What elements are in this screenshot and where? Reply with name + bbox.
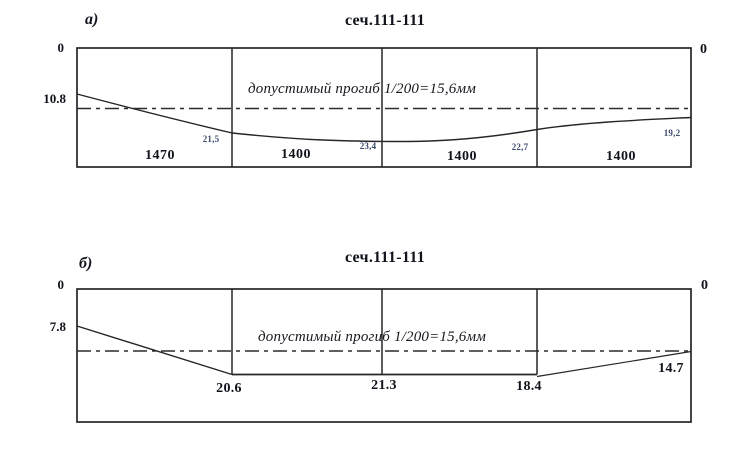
panel-b-deflection-curve-right (536, 350, 692, 378)
panel-a-edge-deflection-value: 10.8 (43, 91, 66, 106)
panel-a-deflection-value-3: 22,7 (511, 142, 529, 152)
panel-b-deflection-value-3: 18.4 (516, 379, 542, 394)
panel-b-label: б) (79, 255, 93, 272)
panel-b-axis-zero-left: 0 (57, 277, 65, 292)
panel-a-deflection-value-4: 19,2 (663, 128, 681, 138)
panel-b-axis-zero-right: 0 (701, 278, 708, 293)
panel-a-span-width-1: 1470 (145, 148, 175, 163)
panel-a-allowable-deflection-note: допустимый прогиб 1/200=15,6мм (248, 81, 477, 97)
panel-a-axis-zero-left: 0 (57, 40, 65, 55)
panel-a-deflection-curve (76, 93, 692, 143)
panel-b-allowable-deflection-note: допустимый прогиб 1/200=15,6мм (258, 329, 487, 345)
panel-b-frame (76, 288, 692, 423)
panel-a-span-width-3: 1400 (447, 149, 477, 164)
panel-b-deflection-value-1: 20.6 (216, 381, 242, 396)
panel-b-deflection-curve-left (76, 325, 233, 376)
panel-a-span-width-4: 1400 (606, 149, 636, 164)
panel-a-span-width-2: 1400 (281, 147, 311, 162)
panel-b-title: сеч.111-111 (344, 249, 426, 266)
panel-a-deflection-value-2: 23,4 (359, 141, 377, 151)
panel-a-axis-zero-right: 0 (700, 42, 707, 57)
panel-a-frame (76, 47, 692, 168)
panel-b-edge-deflection-value: 7.8 (49, 319, 66, 334)
panel-a-deflection-value-1: 21,5 (202, 134, 220, 144)
panel-a-label: а) (85, 11, 99, 28)
panel-b-deflection-value-2: 21.3 (371, 378, 397, 393)
panel-b-deflection-value-4: 14.7 (658, 361, 684, 376)
panel-a-title: сеч.111-111 (344, 12, 426, 29)
